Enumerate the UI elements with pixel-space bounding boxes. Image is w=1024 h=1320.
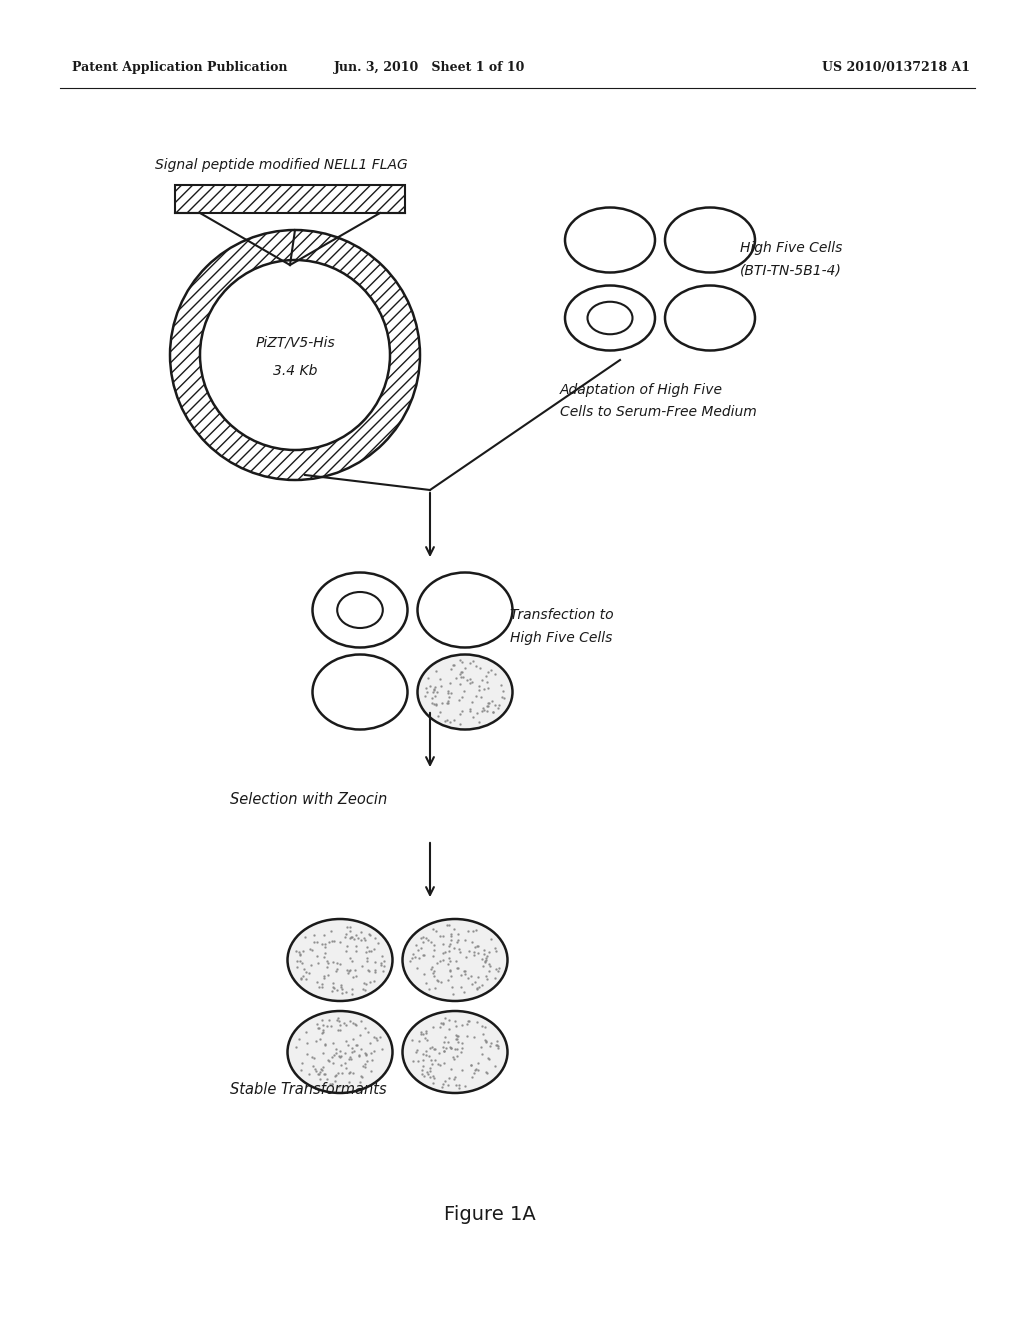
Ellipse shape xyxy=(402,919,508,1001)
Text: Transfection to: Transfection to xyxy=(510,609,613,622)
Text: PiZT/V5-His: PiZT/V5-His xyxy=(255,337,335,350)
Text: Stable Transformants: Stable Transformants xyxy=(230,1082,387,1097)
Text: Cells to Serum-Free Medium: Cells to Serum-Free Medium xyxy=(560,405,757,418)
Ellipse shape xyxy=(312,655,408,730)
Text: Jun. 3, 2010   Sheet 1 of 10: Jun. 3, 2010 Sheet 1 of 10 xyxy=(334,62,525,74)
Ellipse shape xyxy=(170,230,420,480)
Ellipse shape xyxy=(565,207,655,272)
Text: Patent Application Publication: Patent Application Publication xyxy=(72,62,288,74)
Text: Selection with Zeocin: Selection with Zeocin xyxy=(230,792,387,808)
Text: Figure 1A: Figure 1A xyxy=(444,1205,536,1225)
Ellipse shape xyxy=(288,1011,392,1093)
Text: US 2010/0137218 A1: US 2010/0137218 A1 xyxy=(822,62,970,74)
Text: (BTI-TN-5B1-4): (BTI-TN-5B1-4) xyxy=(740,263,842,277)
Text: 3.4 Kb: 3.4 Kb xyxy=(272,364,317,378)
Text: Adaptation of High Five: Adaptation of High Five xyxy=(560,383,723,397)
FancyBboxPatch shape xyxy=(175,185,406,213)
Ellipse shape xyxy=(200,260,390,450)
Ellipse shape xyxy=(565,285,655,351)
Text: High Five Cells: High Five Cells xyxy=(510,631,612,645)
Ellipse shape xyxy=(402,1011,508,1093)
Ellipse shape xyxy=(418,573,512,648)
Text: Signal peptide modified NELL1 FLAG: Signal peptide modified NELL1 FLAG xyxy=(155,158,408,172)
Ellipse shape xyxy=(588,302,633,334)
Ellipse shape xyxy=(288,919,392,1001)
Text: High Five Cells: High Five Cells xyxy=(740,242,843,255)
Ellipse shape xyxy=(665,207,755,272)
Ellipse shape xyxy=(418,655,512,730)
Ellipse shape xyxy=(665,285,755,351)
Ellipse shape xyxy=(312,573,408,648)
Ellipse shape xyxy=(337,591,383,628)
